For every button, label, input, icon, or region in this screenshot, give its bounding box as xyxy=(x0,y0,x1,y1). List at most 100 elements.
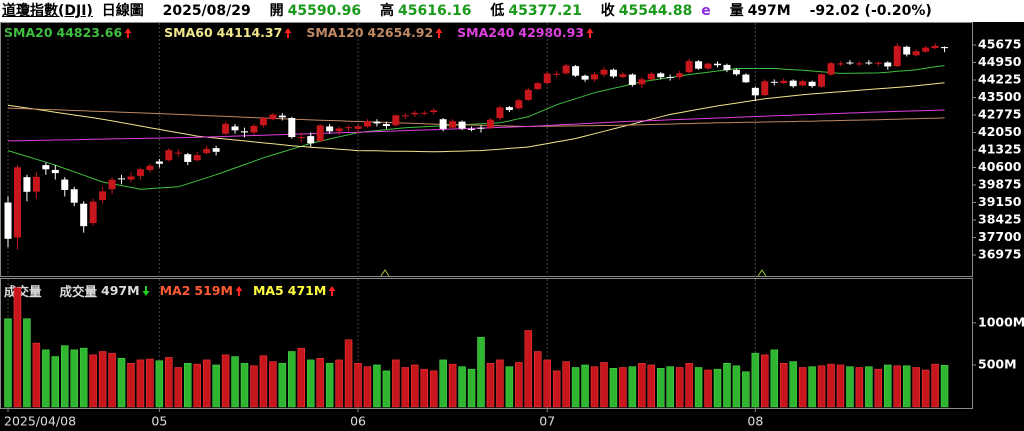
y-tick-label: 39150 xyxy=(978,194,1022,209)
candle-body xyxy=(420,112,428,114)
volume-bar xyxy=(685,363,693,408)
sma-line xyxy=(7,109,945,142)
candle-body xyxy=(761,81,769,96)
volume-bar xyxy=(354,363,362,408)
candle-body xyxy=(458,121,466,129)
volume-bar xyxy=(127,363,135,408)
candle-body xyxy=(382,124,390,126)
volume-bar xyxy=(165,357,173,408)
candle-body xyxy=(770,81,778,83)
up-arrow xyxy=(124,27,132,38)
up-arrow xyxy=(235,285,243,296)
candle-body xyxy=(581,75,589,80)
legend-name: MA2 xyxy=(159,283,191,298)
candle-body xyxy=(80,203,88,227)
candle-body xyxy=(70,189,78,203)
volume-bar xyxy=(524,330,533,408)
estimate-flag: e xyxy=(701,3,711,19)
legend-value: 497M xyxy=(101,283,140,298)
legend-name: SMA120 xyxy=(306,25,364,40)
volume-bar xyxy=(751,352,760,408)
index-name: 道瓊指數(DJI) xyxy=(2,3,93,19)
volume-bar xyxy=(628,366,637,408)
volume-bar xyxy=(590,366,599,408)
candle-body xyxy=(288,118,296,138)
volume-bar xyxy=(543,359,551,408)
x-tick-label: 08 xyxy=(747,414,763,429)
volume-bar xyxy=(363,366,372,408)
volume-bar xyxy=(42,349,50,408)
volume-bar xyxy=(921,369,930,408)
candle-body xyxy=(543,73,551,84)
candle-body xyxy=(51,169,59,174)
candle-body xyxy=(250,125,258,133)
legend-item: SMA120 42654.92 xyxy=(306,25,443,40)
candle-body xyxy=(278,115,286,118)
volume-bar xyxy=(477,336,485,408)
candle-body xyxy=(836,63,844,65)
candle-body xyxy=(222,123,230,134)
x-tick-label: 06 xyxy=(350,414,366,429)
volume-bar xyxy=(571,367,580,408)
y-tick-label: 39875 xyxy=(978,176,1022,191)
volume-bar xyxy=(89,354,97,408)
date: 2025/08/29 xyxy=(162,3,251,19)
volume-bar xyxy=(79,347,88,408)
volume-bar xyxy=(335,359,343,408)
volume-bar xyxy=(231,356,239,408)
volume-bar xyxy=(836,364,845,408)
volume-bar xyxy=(742,371,750,408)
volume-bar xyxy=(609,368,618,408)
volume-bar xyxy=(675,367,684,408)
volume-panel-title: 成交量 xyxy=(4,284,42,299)
candle-body xyxy=(486,119,494,128)
volume-bar xyxy=(392,359,400,408)
candle-body xyxy=(600,69,608,75)
candle-body xyxy=(647,73,655,80)
volume-bar xyxy=(373,364,381,408)
candle-body xyxy=(118,178,126,180)
y-tick-label: 42050 xyxy=(978,124,1022,139)
candle-body xyxy=(931,45,939,49)
candle-body xyxy=(4,202,12,239)
volume-bar xyxy=(98,351,107,408)
up-arrow xyxy=(328,285,336,296)
candle-body xyxy=(165,150,173,161)
candle-body xyxy=(61,179,69,190)
candle-body xyxy=(657,73,665,78)
volume-bar xyxy=(202,359,211,408)
close-value: 45544.88 xyxy=(618,3,693,19)
candle-body xyxy=(108,179,116,190)
y-tick-label: 45675 xyxy=(978,37,1022,52)
volume-bar xyxy=(534,351,542,408)
volume-bar xyxy=(288,351,296,408)
candle-body xyxy=(780,80,788,84)
volume-bar xyxy=(155,360,164,408)
volume-bar xyxy=(316,357,324,408)
sma-legend: SMA20 44823.66 SMA60 44114.37 SMA120 42654.92… xyxy=(4,25,608,40)
volume-bar xyxy=(619,367,627,408)
legend-value: 471M xyxy=(287,283,327,298)
marker xyxy=(380,269,390,277)
volume-bar xyxy=(581,364,589,408)
x-tick-label: 2025/04/08 xyxy=(4,414,76,429)
header-bar: 道瓊指數(DJI) 日線圖 2025/08/29 開 45590.96 高 4561… xyxy=(0,0,1024,22)
volume-bar xyxy=(420,368,428,408)
volume-bar xyxy=(761,354,769,408)
volume-bar xyxy=(808,366,816,408)
candle-body xyxy=(884,62,892,67)
volume-bar xyxy=(515,362,523,408)
candle-body xyxy=(827,63,835,75)
candle-body xyxy=(477,127,485,129)
open-value: 45590.96 xyxy=(287,3,362,19)
candle-body xyxy=(42,165,50,170)
candle-body xyxy=(903,46,911,55)
volume-bar xyxy=(250,365,258,408)
candle-body xyxy=(572,66,580,76)
candle-body xyxy=(912,51,920,56)
legend-value: 44823.66 xyxy=(56,25,123,40)
volume-bar xyxy=(846,366,854,408)
volume-bar xyxy=(855,367,864,408)
volume-panel xyxy=(0,278,973,409)
